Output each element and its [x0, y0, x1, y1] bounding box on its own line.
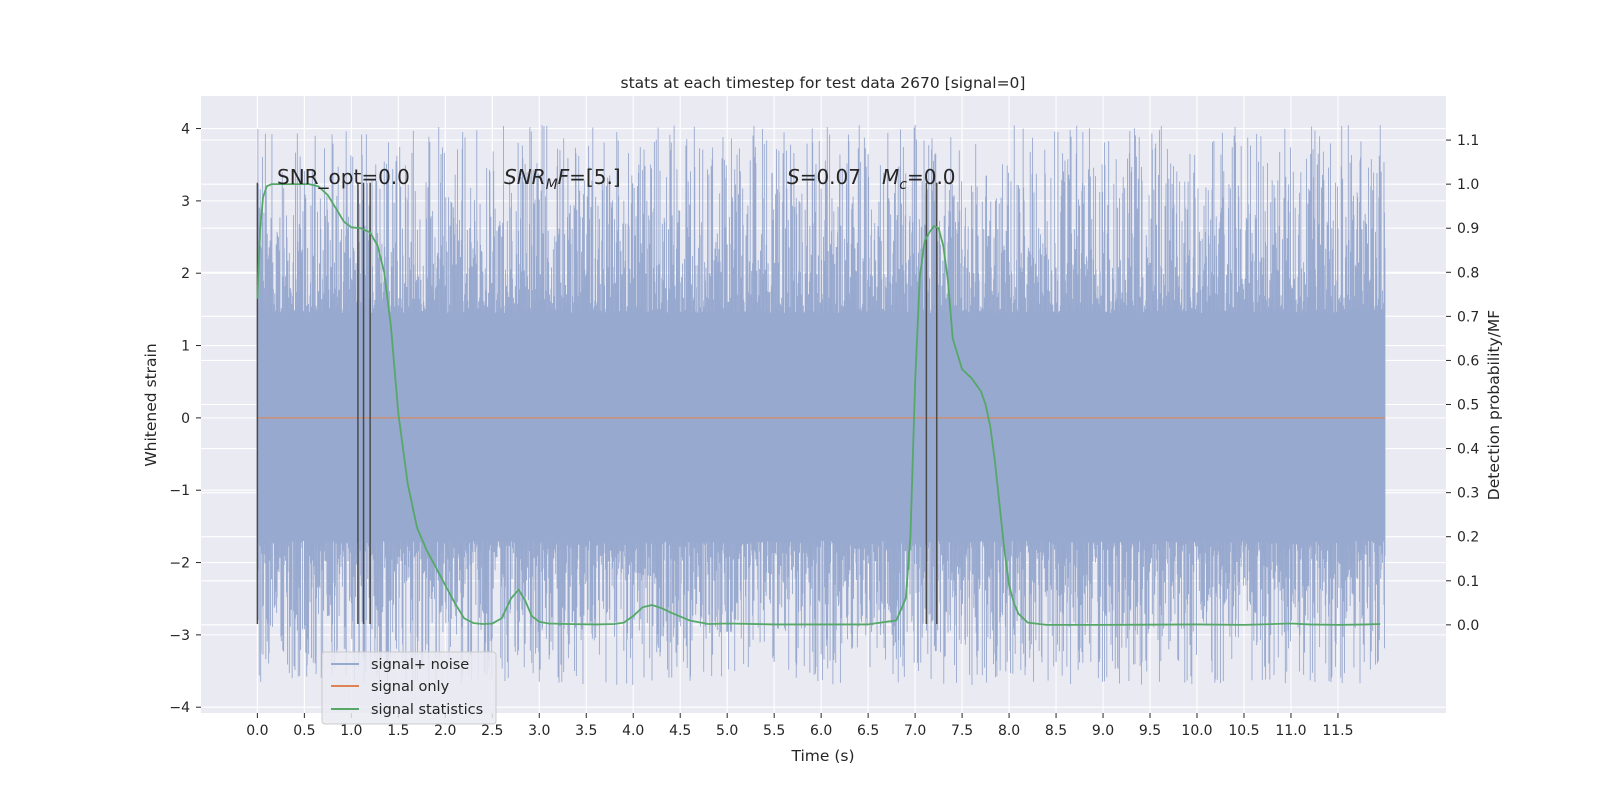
y-tick-label: 2 [181, 266, 190, 282]
annotation-s-main: S [787, 165, 800, 189]
legend-label-stats: signal statistics [371, 702, 483, 718]
x-tick-label: 8.5 [1045, 723, 1067, 739]
y-tick-label: −3 [169, 628, 190, 644]
x-axis-ticks: 0.0 0.5 1.0 1.5 2.0 2.5 3.0 3.5 4.0 4.5 5.0 5.5 6.0 6… [246, 713, 1354, 739]
annotation-s-value: =0.07 [800, 165, 861, 189]
y-right-tick-label: 0.4 [1457, 442, 1479, 458]
y-right-tick-label: 0.1 [1457, 574, 1479, 590]
y-right-tick-label: 0.5 [1457, 398, 1479, 414]
y-right-tick-label: 0.2 [1457, 530, 1479, 546]
signal-statistics-line [256, 183, 1381, 626]
annotation-mc-main: M [882, 165, 899, 189]
signal-statistics-series [256, 183, 1381, 626]
x-tick-label: 1.5 [387, 723, 409, 739]
marker-lines [256, 182, 938, 625]
y-right-tick-label: 1.1 [1457, 133, 1479, 149]
x-tick-label: 9.0 [1092, 723, 1114, 739]
y-tick-label: 4 [181, 122, 190, 138]
y-axis-right-ticks: 1.1 1.0 0.9 0.8 0.7 0.6 0.5 0.4 0.3 0.2 0.1 0.0 [1446, 133, 1479, 634]
x-tick-label: 8.0 [998, 723, 1020, 739]
annotation-mc-value: =0.0 [907, 165, 956, 189]
chart-title: stats at each timestep for test data 267… [621, 74, 1026, 92]
x-axis-label: Time (s) [790, 747, 854, 765]
legend-label-noise: signal+ noise [371, 657, 469, 673]
x-tick-label: 2.0 [434, 723, 456, 739]
y-tick-label: 0 [181, 411, 190, 427]
x-tick-label: 9.5 [1139, 723, 1161, 739]
y-right-tick-label: 0.6 [1457, 353, 1479, 369]
annotation-snr-mf-main: SNR [504, 165, 546, 189]
x-tick-label: 10.0 [1181, 723, 1212, 739]
y-tick-label: 1 [181, 339, 190, 355]
y-tick-label: −2 [169, 556, 190, 572]
legend-box [321, 651, 497, 725]
y-right-tick-label: 1.0 [1457, 177, 1479, 193]
x-tick-label: 2.5 [481, 723, 503, 739]
x-tick-label: 0.0 [246, 723, 268, 739]
x-tick-label: 3.0 [528, 723, 550, 739]
x-tick-label: 11.5 [1322, 723, 1353, 739]
x-tick-label: 4.5 [669, 723, 691, 739]
annotation-s: S=0.07 [787, 165, 861, 189]
annotation-snr-mf: SNRMF=[5.] [504, 165, 621, 193]
y-tick-label: −1 [169, 483, 190, 499]
x-tick-label: 1.0 [340, 723, 362, 739]
x-tick-label: 7.5 [951, 723, 973, 739]
annotation-snr-opt: SNR_opt=0.0 [277, 165, 410, 189]
annotation-snr-mf-f: F [558, 165, 570, 189]
x-tick-label: 3.5 [575, 723, 597, 739]
y-tick-label: −4 [169, 700, 190, 716]
legend-label-signal: signal only [371, 679, 450, 695]
x-tick-label: 5.0 [716, 723, 738, 739]
y-axis-right-label: Detection probability/MF [1485, 310, 1503, 501]
y-right-tick-label: 0.9 [1457, 221, 1479, 237]
signal-plus-noise-series [256, 124, 1386, 686]
x-tick-label: 6.5 [857, 723, 879, 739]
y-right-tick-label: 0.0 [1457, 618, 1479, 634]
x-tick-label: 5.5 [763, 723, 785, 739]
y-right-tick-label: 0.8 [1457, 265, 1479, 281]
x-tick-label: 6.0 [810, 723, 832, 739]
x-tick-label: 7.0 [904, 723, 926, 739]
legend: signal+ noise signal only signal statist… [321, 651, 497, 725]
y-axis-label: Whitened strain [142, 343, 160, 466]
y-right-tick-label: 0.7 [1457, 309, 1479, 325]
y-right-tick-label: 0.3 [1457, 486, 1479, 502]
annotation-mc-sub: c [899, 177, 907, 193]
x-tick-label: 0.5 [293, 723, 315, 739]
annotation-snr-mf-sub: M [546, 177, 558, 193]
y-tick-label: 3 [181, 194, 190, 210]
x-tick-label: 4.0 [622, 723, 644, 739]
annotation-snr-mf-value: =[5.] [569, 165, 620, 189]
y-axis-ticks: 4 3 2 1 0 −1 −2 −3 −4 [169, 122, 201, 716]
annotation-mc: Mc=0.0 [882, 165, 956, 193]
x-tick-label: 10.5 [1228, 723, 1259, 739]
x-tick-label: 11.0 [1275, 723, 1306, 739]
